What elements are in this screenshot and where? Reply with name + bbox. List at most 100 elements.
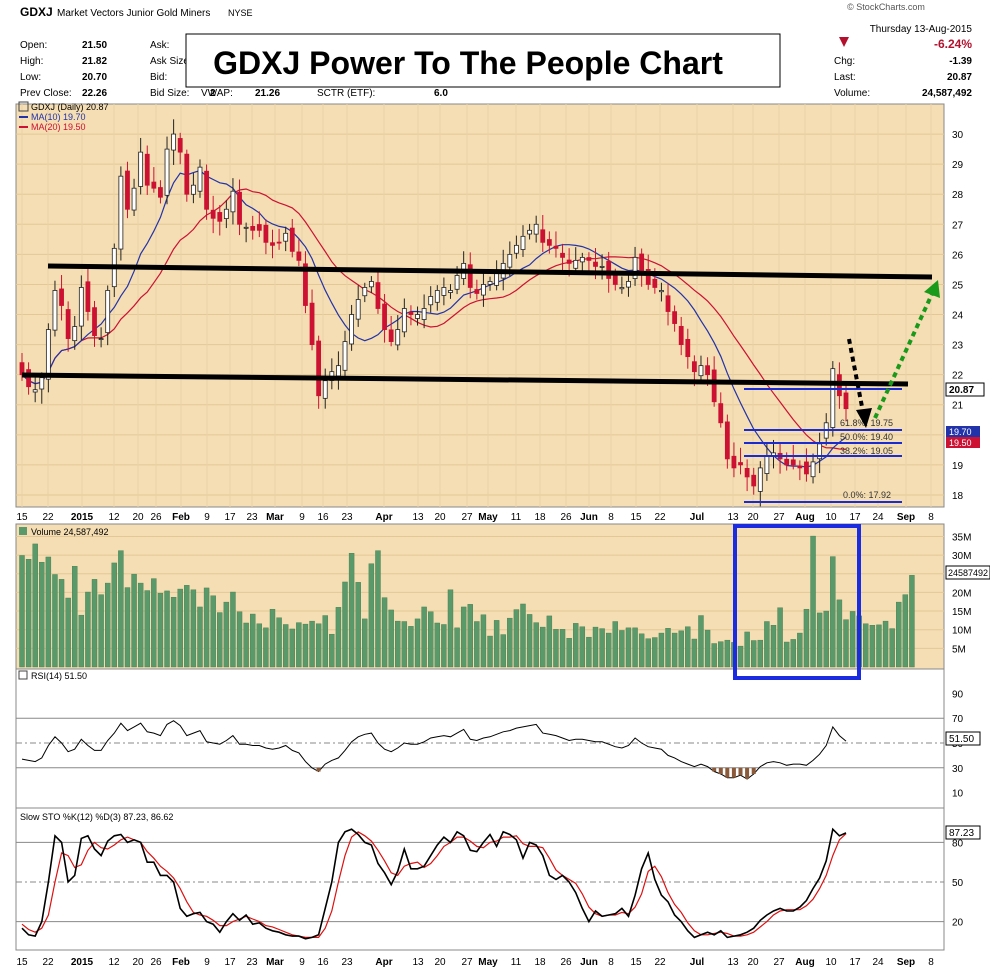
candle xyxy=(190,184,196,195)
candle xyxy=(698,365,704,377)
price-tick-label: 25 xyxy=(952,280,964,291)
x-tick-label: 16 xyxy=(317,957,329,968)
candle xyxy=(691,361,697,373)
volume-bar xyxy=(685,626,691,668)
x-tick-label: 26 xyxy=(560,957,572,968)
x-tick-label: 13 xyxy=(412,512,424,523)
volume-bar xyxy=(25,559,32,668)
candle xyxy=(632,256,638,279)
candle xyxy=(606,260,612,279)
candle xyxy=(652,278,658,288)
volume-bar xyxy=(39,561,45,668)
candle xyxy=(118,175,124,250)
candle xyxy=(256,224,262,231)
candle xyxy=(573,259,579,269)
volume-bar xyxy=(395,620,401,668)
rsi-legend-swatch xyxy=(18,670,28,680)
candle xyxy=(474,289,480,294)
rsi-tick-label: 70 xyxy=(952,714,964,725)
volume-bar xyxy=(243,622,249,668)
candle xyxy=(520,235,526,250)
candle xyxy=(481,284,486,296)
volume-bar xyxy=(882,620,889,668)
candle xyxy=(790,459,796,466)
candle xyxy=(382,303,387,330)
price-tick-label: 24 xyxy=(952,311,964,322)
volume-bar xyxy=(151,578,157,668)
volume-bar xyxy=(223,601,230,668)
x-tick-label: Jul xyxy=(690,512,705,523)
quote-label: Prev Close: xyxy=(20,88,72,99)
volume-bar xyxy=(797,632,803,668)
ma20-tag: 19.50 xyxy=(949,438,972,448)
x-tick-label: 15 xyxy=(16,957,28,968)
candle xyxy=(230,190,236,213)
candle xyxy=(421,308,427,320)
candle xyxy=(263,224,269,243)
candle xyxy=(612,274,618,285)
candle xyxy=(757,467,763,492)
candle xyxy=(401,308,407,333)
sctr-label: SCTR (ETF): xyxy=(317,88,375,99)
x-tick-label: Apr xyxy=(375,512,392,523)
x-tick-label: 9 xyxy=(204,957,210,968)
quote-label: Chg: xyxy=(834,56,855,67)
candle xyxy=(283,232,289,242)
volume-bar xyxy=(421,606,427,668)
x-tick-label: 20 xyxy=(434,957,446,968)
volume-bars xyxy=(19,535,915,668)
x-tick-label: 17 xyxy=(849,957,861,968)
volume-bar xyxy=(830,556,836,668)
sto-d-path xyxy=(21,831,847,938)
candle xyxy=(237,191,242,225)
volume-bar xyxy=(441,624,447,668)
volume-tick-label: 30M xyxy=(952,551,971,562)
x-tick-label: 23 xyxy=(341,957,353,968)
quote-value: 20.70 xyxy=(82,72,107,83)
x-axis-top: 15 22 2015 12 20 26 Feb 9 17 23 Mar 9 16 23 Apr 13 20 27 M… xyxy=(16,512,934,523)
candle xyxy=(184,153,190,195)
candle xyxy=(395,329,401,346)
candle xyxy=(105,290,111,334)
x-tick-label: 24 xyxy=(872,512,884,523)
volume-bar xyxy=(342,581,348,668)
candle xyxy=(441,287,447,296)
candle xyxy=(711,369,717,403)
volume-tick-label: 35M xyxy=(952,532,971,543)
volume-bar xyxy=(691,638,698,668)
volume-bar xyxy=(111,562,117,668)
vwap-value: 21.26 xyxy=(255,88,280,99)
x-tick-label: 27 xyxy=(461,512,473,523)
candle xyxy=(243,226,249,229)
fib-382: 38.2%: 19.05 xyxy=(840,446,893,456)
quote-value: 21.50 xyxy=(82,40,107,51)
volume-bar xyxy=(863,623,869,668)
candle xyxy=(467,264,473,288)
volume-bar xyxy=(65,597,71,668)
volume-bar xyxy=(289,628,295,668)
volume-bar xyxy=(375,550,381,668)
x-tick-label: 16 xyxy=(317,512,329,523)
volume-tag-text: 24587492 xyxy=(948,568,988,578)
volume-bar xyxy=(493,620,500,668)
candle xyxy=(309,302,315,345)
candle xyxy=(527,229,532,235)
volume-bar xyxy=(414,618,421,668)
price-legend: GDXJ (Daily) 20.87 MA(10) 19.70 MA(20) 1… xyxy=(18,101,109,132)
candle xyxy=(546,239,552,246)
x-tick-label: 17 xyxy=(224,512,236,523)
volume-bar xyxy=(250,613,256,668)
volume-bar xyxy=(652,637,658,668)
volume-bar xyxy=(454,627,460,668)
volume-bar xyxy=(296,622,302,668)
x-tick-label: 13 xyxy=(727,957,739,968)
change-pct: -6.24% xyxy=(934,37,972,51)
volume-bar xyxy=(217,612,223,668)
x-tick-label: 22 xyxy=(42,957,54,968)
candle xyxy=(125,170,130,210)
candle xyxy=(415,314,420,319)
sto-tag xyxy=(945,825,981,840)
x-tick-label: 24 xyxy=(872,957,884,968)
volume-bar xyxy=(592,626,599,668)
candle xyxy=(487,281,493,285)
